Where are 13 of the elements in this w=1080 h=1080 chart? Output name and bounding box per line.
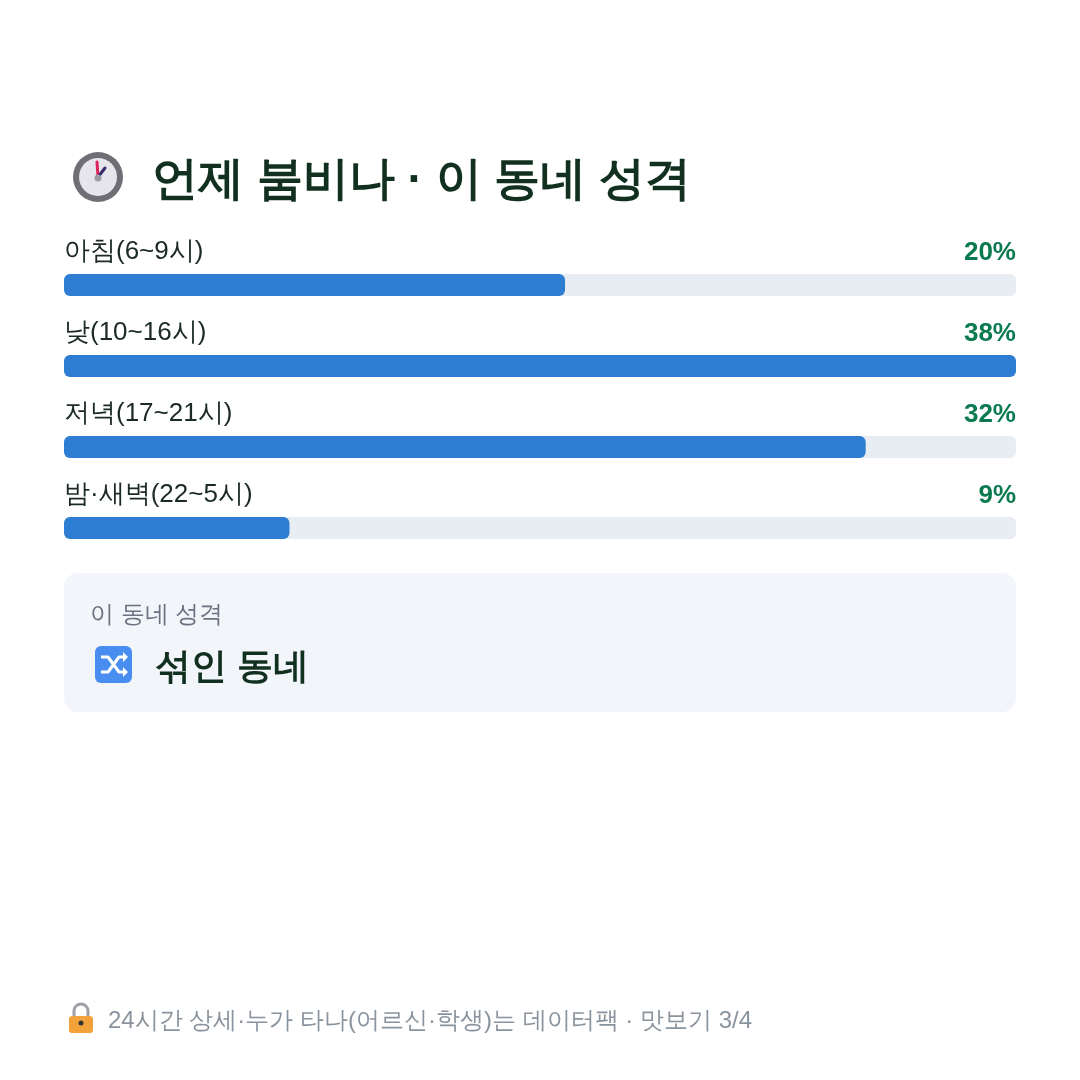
y-tick-label: 아침(6~9시) [64,235,204,265]
text: 섞인 동네 [155,645,310,686]
text: 24시간 상세·누가 타나(어르신·학생)는 데이터팩 · 맛보기 3/4 [108,1006,753,1033]
data-label: 38% [963,317,1016,347]
y-tick-label: 밤·새벽(22~5시) [64,478,253,508]
y-tick-label: 낮(10~16시) [64,316,207,346]
data-label: 20% [963,236,1016,266]
y-tick-label: 저녁(17~21시) [64,397,233,427]
text: 이 동네 성격 [90,600,224,627]
bar [64,517,290,539]
data-label: 32% [963,398,1016,428]
data-label: 9% [978,479,1016,509]
chart-title: 언제 붐비나 · 이 동네 성격 [152,152,692,204]
